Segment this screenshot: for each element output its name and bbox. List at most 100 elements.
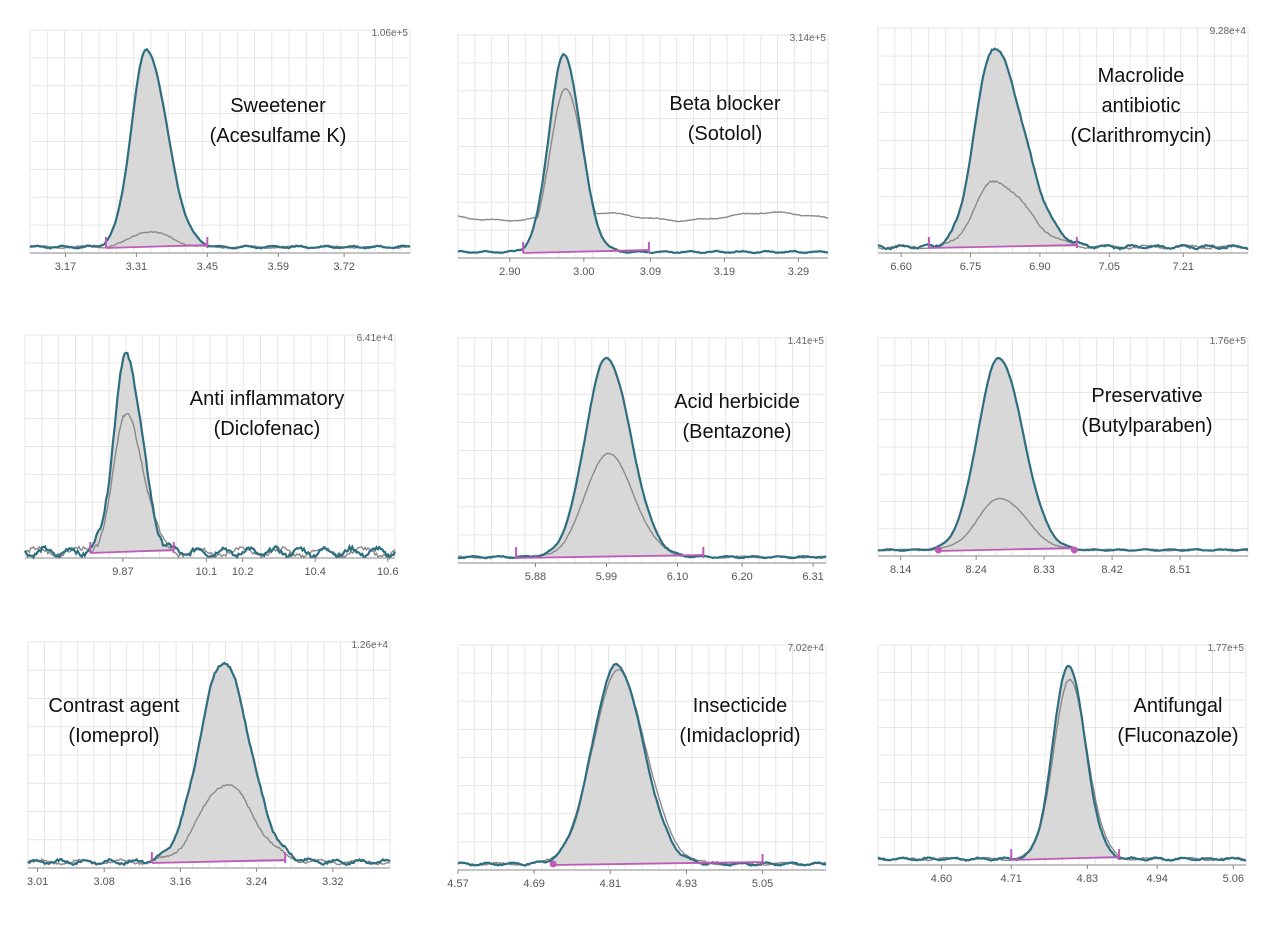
compound-label: Sweetener [230,95,326,117]
x-tick-label: 2.90 [499,266,520,278]
compound-label: (Bentazone) [683,421,792,443]
integration-baseline [1011,856,1120,861]
x-tick-label: 3.72 [333,261,354,273]
x-tick-label: 4.69 [523,878,544,890]
x-tick-label: 4.81 [600,878,621,890]
peak-area [938,358,1075,550]
chromatogram-svg: 7.02e+4 4.57 4.69 4.81 4.93 5.05 Insecticide (I… [447,643,827,890]
compound-label: Anti inflammatory [190,388,345,410]
peak-area [106,49,208,247]
chromatogram-panel: 1.06e+5 3.17 3.31 3.45 3.59 3.72 Sweetener (Ace… [29,28,411,275]
trace-secondary [24,412,396,560]
x-tick-label: 10.4 [304,566,325,578]
x-tick-label: 10.1 [196,566,217,578]
chromatogram-svg: 1.76e+5 8.14 8.24 8.33 8.42 8.51 Preservative (… [877,336,1249,576]
chromatogram-panel: 1.41e+5 5.88 5.99 6.10 6.20 6.31 Acid herbicid… [457,336,827,585]
integration-baseline [105,244,208,249]
x-tick-label: 6.75 [960,261,981,273]
integration-baseline [90,549,174,554]
x-tick-label: 4.60 [931,873,952,885]
compound-label: Contrast agent [48,695,180,717]
x-tick-label: 10.2 [232,566,253,578]
peak-area [90,352,174,552]
compound-label: Insecticide [693,695,788,717]
x-tick-label: 8.24 [965,564,986,576]
peak-area [523,54,649,253]
x-tick-label: 8.51 [1169,564,1190,576]
trace-primary [877,664,1247,863]
x-tick-label: 5.05 [752,878,773,890]
ymax-label: 3.14e+5 [790,33,827,44]
chromatogram-panel: 1.77e+5 4.60 4.71 4.83 4.94 5.06 Antifungal (Fl… [877,643,1247,887]
x-tick-label: 8.33 [1033,564,1054,576]
ymax-label: 1.26e+4 [352,640,389,651]
compound-label: Preservative [1091,385,1202,407]
x-tick-label: 3.17 [55,261,76,273]
ymax-label: 9.28e+4 [1210,26,1247,37]
x-tick-label: 4.71 [1001,873,1022,885]
x-tick-label: 6.60 [890,261,911,273]
x-tick-label: 3.24 [246,876,267,888]
x-tick-label: 3.19 [714,266,735,278]
x-tick-label: 6.20 [731,571,752,583]
integration-marker [934,546,942,554]
grid [457,34,829,259]
x-tick-label: 3.09 [640,266,661,278]
peak-area [151,663,286,862]
x-tick-label: 5.06 [1223,873,1244,885]
integration-marker [1070,546,1078,554]
chromatogram-svg: 6.41e+4 9.87 10.1 10.2 10.4 10.6 Anti inflamma… [24,333,398,578]
compound-label: (Butylparaben) [1081,415,1212,437]
x-tick-label: 6.90 [1029,261,1050,273]
integration-marker [549,860,557,868]
trace-primary [27,661,391,867]
trace-primary [29,47,411,250]
chromatogram-panel: 3.14e+5 2.90 3.00 3.09 3.19 3.29 Beta blocker (… [457,33,829,280]
x-tick-label: 5.88 [525,571,546,583]
x-tick-label: 3.32 [322,876,343,888]
x-tick-label: 8.42 [1101,564,1122,576]
x-tick-label: 3.08 [93,876,114,888]
integration-baseline [516,554,704,559]
ymax-label: 1.41e+5 [788,336,825,347]
integration-baseline [151,859,286,864]
integration-baseline [938,547,1075,552]
integration-baseline [928,244,1077,249]
trace-primary [877,47,1249,251]
x-tick-label: 5.99 [596,571,617,583]
x-tick-label: 4.93 [676,878,697,890]
x-tick-label: 3.59 [268,261,289,273]
grid [29,29,411,254]
chromatogram-svg: 9.28e+4 6.60 6.75 6.90 7.05 7.21 Macrolide anti… [877,26,1249,273]
integration-baseline [553,861,763,866]
ymax-label: 7.02e+4 [788,643,825,654]
chromatogram-svg: 1.06e+5 3.17 3.31 3.45 3.59 3.72 Sweetener (Ace… [29,28,411,273]
compound-label: Beta blocker [669,93,781,115]
compound-label: Macrolide [1098,65,1185,87]
compound-label: (Clarithromycin) [1070,125,1211,147]
compound-label: Antifungal [1134,695,1223,717]
compound-label: (Diclofenac) [214,418,321,440]
trace-primary [24,351,397,560]
ymax-label: 6.41e+4 [357,333,394,344]
chromatogram-panel: 6.41e+4 9.87 10.1 10.2 10.4 10.6 Anti inflamma… [24,333,398,580]
x-tick-label: 10.6 [377,566,398,578]
chromatogram-svg: 3.14e+5 2.90 3.00 3.09 3.19 3.29 Beta blocker (… [457,33,829,278]
trace-primary [457,662,827,867]
chromatogram-panel: 1.76e+5 8.14 8.24 8.33 8.42 8.51 Preservative (… [877,336,1249,578]
x-tick-label: 4.83 [1077,873,1098,885]
compound-label: Acid herbicide [674,391,800,413]
compound-label: (Acesulfame K) [210,125,347,147]
grid [24,334,396,559]
chromatogram-panel: 1.26e+4 3.01 3.08 3.16 3.24 3.32 Contrast agen… [27,640,391,890]
x-tick-label: 7.21 [1173,261,1194,273]
x-tick-label: 4.57 [447,878,468,890]
chromatogram-panel: 9.28e+4 6.60 6.75 6.90 7.05 7.21 Macrolide anti… [877,26,1249,275]
x-tick-label: 6.31 [802,571,823,583]
x-tick-label: 3.01 [27,876,48,888]
compound-label: (Fluconazole) [1117,725,1238,747]
x-tick-label: 3.45 [197,261,218,273]
chromatogram-svg: 1.77e+5 4.60 4.71 4.83 4.94 5.06 Antifungal (Fl… [877,643,1247,885]
x-tick-label: 6.10 [667,571,688,583]
trace-primary [877,357,1249,552]
